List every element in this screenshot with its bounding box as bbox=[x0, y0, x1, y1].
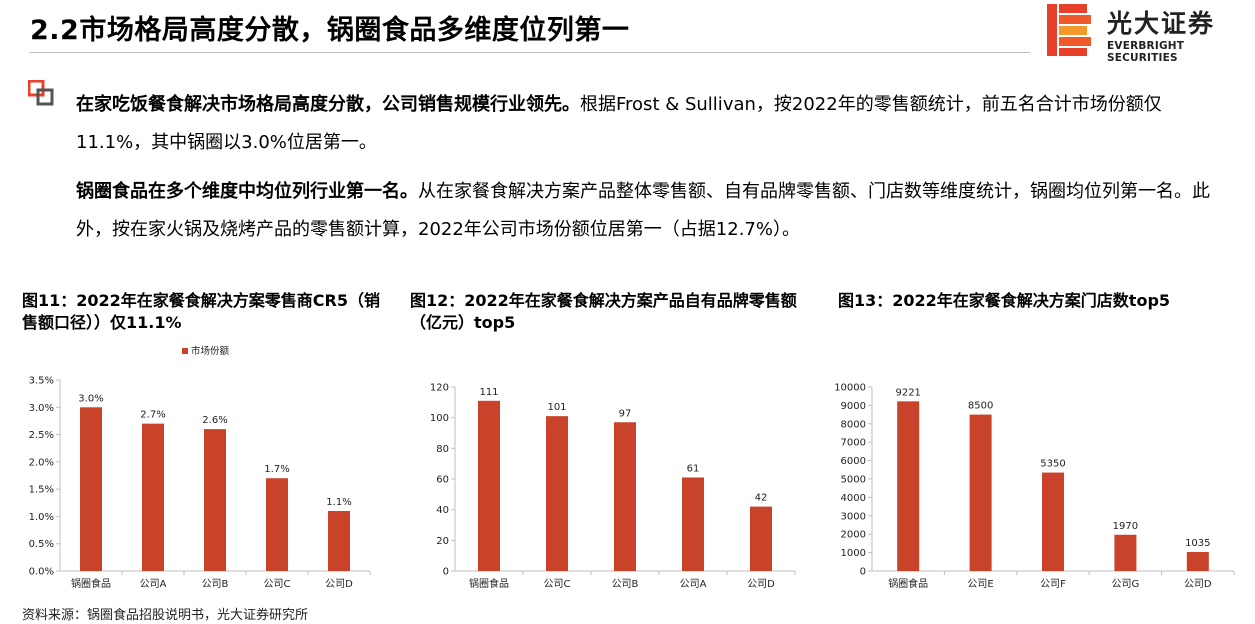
y-tick-label: 100 bbox=[430, 413, 449, 424]
bar bbox=[1186, 551, 1209, 571]
y-tick-label: 9000 bbox=[841, 401, 866, 412]
bar-data-label: 3.0% bbox=[78, 393, 103, 404]
page-title: 2.2市场格局高度分散，锅圈食品多维度位列第一 bbox=[30, 15, 630, 46]
bar bbox=[142, 423, 164, 571]
bar bbox=[969, 414, 992, 571]
bar bbox=[478, 400, 500, 571]
y-tick-label: 3.0% bbox=[29, 403, 54, 414]
bar bbox=[614, 422, 636, 571]
y-tick-label: 1.5% bbox=[29, 485, 54, 496]
y-tick-label: 5000 bbox=[841, 475, 866, 486]
bar-data-label: 5350 bbox=[1040, 459, 1065, 470]
paragraph-ranking: 锅圈食品在多个维度中均位列行业第一名。从在家餐食解决方案产品整体零售额、自有品牌… bbox=[76, 173, 1226, 249]
bar bbox=[266, 478, 288, 571]
legend-swatch bbox=[182, 348, 188, 354]
bar bbox=[750, 506, 772, 571]
x-tick-label: 公司D bbox=[747, 579, 775, 590]
x-tick-label: 公司A bbox=[680, 579, 707, 590]
bar-data-label: 111 bbox=[479, 387, 498, 398]
bar-data-label: 9221 bbox=[895, 387, 920, 398]
y-tick-label: 2000 bbox=[841, 530, 866, 541]
paragraph-lead: 锅圈食品在多个维度中均位列行业第一名。 bbox=[76, 181, 418, 202]
x-tick-label: 锅圈食品 bbox=[888, 577, 928, 590]
x-tick-label: 公司C bbox=[544, 579, 571, 590]
x-tick-label: 公司C bbox=[264, 579, 291, 590]
bar-data-label: 97 bbox=[619, 408, 632, 419]
title-divider bbox=[30, 52, 1030, 53]
bar-data-label: 61 bbox=[687, 463, 700, 474]
bar-data-label: 2.6% bbox=[202, 415, 227, 426]
bar-data-label: 101 bbox=[547, 402, 566, 413]
bar-data-label: 42 bbox=[755, 493, 768, 504]
y-tick-label: 1000 bbox=[841, 548, 866, 559]
y-tick-label: 3000 bbox=[841, 511, 866, 522]
y-tick-label: 60 bbox=[436, 475, 449, 486]
paragraph-body: 从在家餐食解决方案产品整体零售额、自有品牌零售额、门店数等维度统计，锅圈均位列第… bbox=[76, 181, 1210, 240]
y-tick-label: 0 bbox=[860, 567, 866, 578]
chart-store-count: 0 1000 2000 3000 4000 5000 6000 7000 8000 9000 100… bbox=[834, 383, 1235, 590]
bar-data-label: 1970 bbox=[1113, 521, 1138, 532]
bar-data-label: 1.1% bbox=[326, 497, 351, 508]
source-note: 资料来源：锅圈食品招股说明书，光大证券研究所 bbox=[22, 608, 309, 623]
x-tick-label: 公司D bbox=[1184, 579, 1212, 590]
y-tick-label: 2.5% bbox=[29, 430, 54, 441]
x-tick-label: 公司E bbox=[967, 579, 993, 590]
y-tick-label: 7000 bbox=[841, 438, 866, 449]
bar bbox=[546, 416, 568, 571]
bar-data-label: 1035 bbox=[1185, 538, 1210, 549]
bar-data-label: 2.7% bbox=[140, 410, 165, 421]
y-tick-label: 1.0% bbox=[29, 512, 54, 523]
y-tick-label: 0 bbox=[443, 567, 449, 578]
bar bbox=[682, 477, 704, 571]
bar bbox=[1114, 534, 1137, 571]
logo-chinese-name: 光大证券 bbox=[1107, 9, 1216, 38]
y-tick-label: 120 bbox=[430, 383, 449, 394]
x-tick-label: 公司A bbox=[140, 579, 167, 590]
y-tick-label: 8000 bbox=[841, 419, 866, 430]
y-tick-label: 10000 bbox=[834, 383, 866, 394]
x-tick-label: 公司F bbox=[1040, 579, 1066, 590]
y-tick-label: 0.5% bbox=[29, 539, 54, 550]
paragraph-lead: 在家吃饭餐食解决市场格局高度分散，公司销售规模行业领先。 bbox=[76, 94, 580, 115]
bar-data-label: 8500 bbox=[968, 401, 993, 412]
figure-13-caption: 图13：2022年在家餐食解决方案门店数top5 bbox=[838, 291, 1171, 310]
bar bbox=[80, 407, 102, 571]
x-tick-label: 公司G bbox=[1112, 579, 1140, 590]
x-tick-label: 锅圈食品 bbox=[71, 577, 111, 590]
y-tick-label: 0.0% bbox=[29, 567, 54, 578]
legend-label: 市场份额 bbox=[191, 345, 230, 357]
bar-data-label: 1.7% bbox=[264, 464, 289, 475]
bar bbox=[328, 510, 350, 571]
y-tick-label: 3.5% bbox=[29, 376, 54, 387]
y-tick-label: 80 bbox=[436, 444, 449, 455]
y-tick-label: 40 bbox=[436, 505, 449, 516]
x-tick-label: 公司B bbox=[612, 579, 639, 590]
bullet-square-icon bbox=[28, 80, 54, 106]
bar bbox=[897, 401, 920, 571]
bar bbox=[204, 429, 226, 571]
chart-private-label-sales: 0 20 40 60 80 100 120 111 锅圈食品 101 公司C 97 公司B 61 公司A 42… bbox=[430, 383, 796, 590]
x-tick-label: 锅圈食品 bbox=[469, 577, 509, 590]
everbright-logo-icon bbox=[1045, 2, 1097, 58]
y-tick-label: 6000 bbox=[841, 456, 866, 467]
logo-english-name: EVERBRIGHT SECURITIES bbox=[1107, 40, 1185, 64]
bar bbox=[1042, 472, 1064, 571]
figure-12-caption: 图12：2022年在家餐食解决方案产品自有品牌零售额（亿元）top5 bbox=[410, 291, 797, 332]
paragraph-body: 根据Frost & Sullivan，按2022年的零售额统计，前五名合计市场份… bbox=[76, 94, 1162, 153]
figure-11-caption: 图11：2022年在家餐食解决方案零售商CR5（销售额口径））仅11.1% bbox=[22, 291, 380, 332]
paragraph-market-structure: 在家吃饭餐食解决市场格局高度分散，公司销售规模行业领先。根据Frost & Su… bbox=[76, 86, 1226, 162]
y-tick-label: 2.0% bbox=[29, 457, 54, 468]
chart-cr5-market-share: 0.0% 0.5% 1.0% 1.5% 2.0% 2.5% 3.0% 3.5% 3.0% 锅圈食品… bbox=[29, 345, 371, 590]
y-tick-label: 4000 bbox=[841, 493, 866, 504]
x-tick-label: 公司D bbox=[325, 579, 353, 590]
x-tick-label: 公司B bbox=[202, 579, 229, 590]
y-tick-label: 20 bbox=[436, 536, 449, 547]
